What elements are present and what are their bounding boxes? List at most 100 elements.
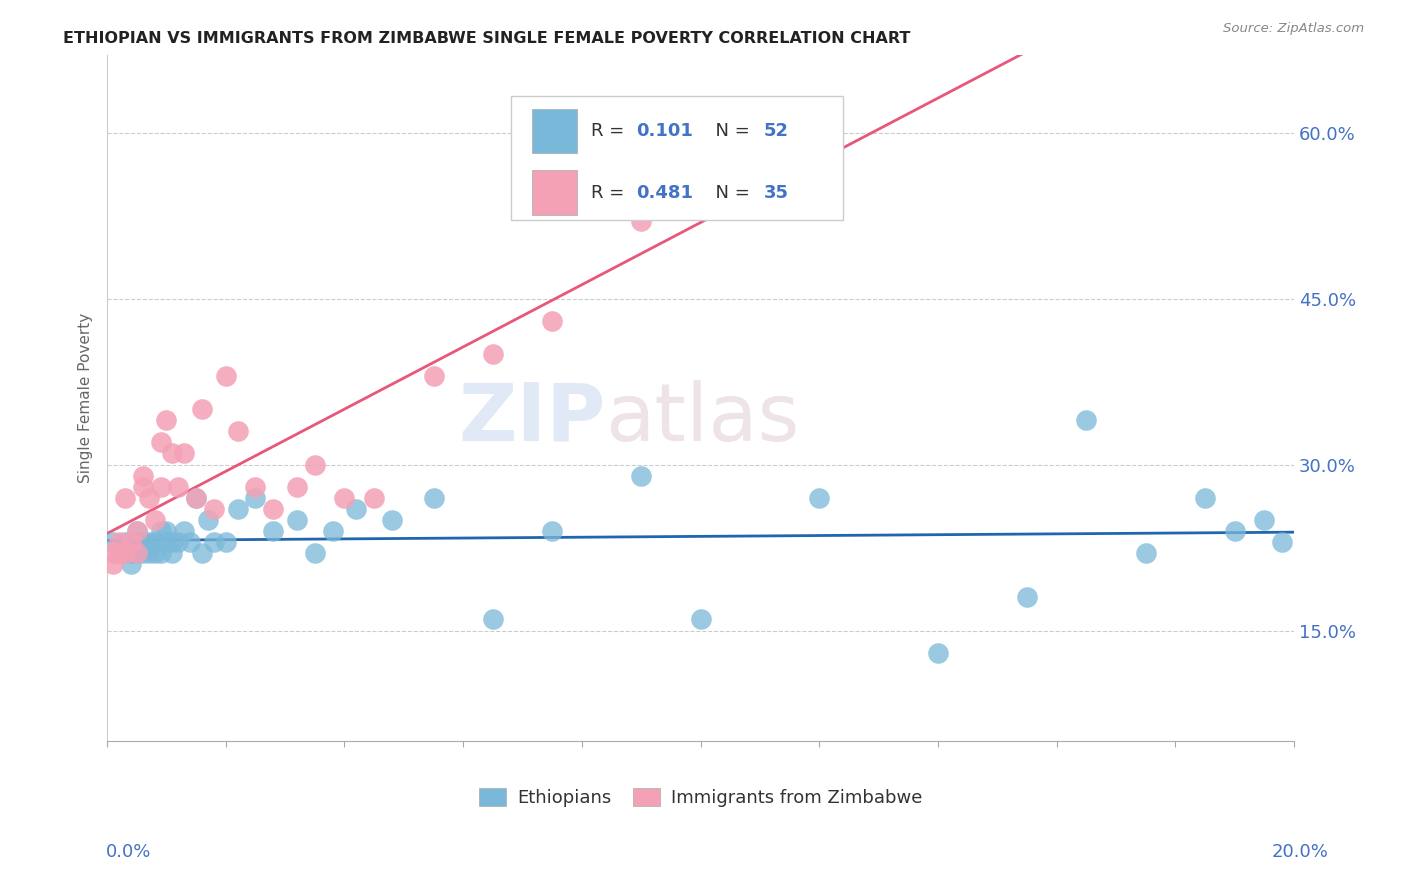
- Point: [630, 214, 652, 228]
- Point: [422, 491, 444, 505]
- Point: [120, 535, 142, 549]
- Point: [155, 524, 177, 538]
- Text: 0.101: 0.101: [637, 122, 693, 140]
- Point: [138, 535, 160, 549]
- Point: [304, 458, 326, 472]
- Point: [215, 369, 238, 384]
- Point: [125, 535, 148, 549]
- Point: [1194, 491, 1216, 505]
- Point: [138, 491, 160, 505]
- FancyBboxPatch shape: [531, 109, 576, 153]
- Point: [1076, 413, 1098, 427]
- Legend: Ethiopians, Immigrants from Zimbabwe: Ethiopians, Immigrants from Zimbabwe: [472, 780, 929, 814]
- Point: [125, 524, 148, 538]
- Point: [1271, 535, 1294, 549]
- Point: [155, 413, 177, 427]
- Point: [363, 491, 385, 505]
- Point: [630, 468, 652, 483]
- Text: atlas: atlas: [606, 380, 800, 458]
- Point: [149, 524, 172, 538]
- Point: [114, 546, 136, 560]
- Text: 0.0%: 0.0%: [105, 843, 150, 861]
- Point: [132, 546, 155, 560]
- Text: 20.0%: 20.0%: [1272, 843, 1329, 861]
- Text: R =: R =: [592, 122, 630, 140]
- Point: [143, 513, 166, 527]
- Point: [245, 491, 267, 505]
- Point: [422, 369, 444, 384]
- Point: [155, 535, 177, 549]
- Point: [143, 546, 166, 560]
- Point: [173, 524, 195, 538]
- Point: [197, 513, 219, 527]
- Point: [541, 524, 564, 538]
- Point: [541, 314, 564, 328]
- Point: [262, 501, 284, 516]
- Point: [149, 546, 172, 560]
- Point: [285, 513, 308, 527]
- Point: [748, 103, 770, 118]
- Point: [132, 480, 155, 494]
- Point: [226, 501, 249, 516]
- Text: ETHIOPIAN VS IMMIGRANTS FROM ZIMBABWE SINGLE FEMALE POVERTY CORRELATION CHART: ETHIOPIAN VS IMMIGRANTS FROM ZIMBABWE SI…: [63, 31, 911, 46]
- Point: [1015, 591, 1038, 605]
- Point: [245, 480, 267, 494]
- Point: [114, 546, 136, 560]
- FancyBboxPatch shape: [531, 170, 576, 215]
- Point: [108, 535, 131, 549]
- Point: [108, 546, 131, 560]
- Text: R =: R =: [592, 184, 630, 202]
- Point: [322, 524, 344, 538]
- Text: N =: N =: [704, 122, 755, 140]
- Point: [162, 546, 184, 560]
- Point: [143, 535, 166, 549]
- Point: [125, 546, 148, 560]
- Point: [132, 468, 155, 483]
- Point: [101, 557, 124, 571]
- Point: [179, 535, 201, 549]
- Text: 52: 52: [763, 122, 789, 140]
- Point: [808, 491, 831, 505]
- Point: [215, 535, 238, 549]
- Point: [125, 524, 148, 538]
- Point: [186, 491, 208, 505]
- Point: [202, 501, 225, 516]
- Point: [108, 546, 131, 560]
- Point: [173, 446, 195, 460]
- Point: [1223, 524, 1246, 538]
- Point: [927, 646, 949, 660]
- Point: [162, 535, 184, 549]
- Point: [285, 480, 308, 494]
- Point: [101, 546, 124, 560]
- Point: [149, 480, 172, 494]
- Point: [202, 535, 225, 549]
- Point: [114, 491, 136, 505]
- Point: [689, 612, 711, 626]
- Text: Source: ZipAtlas.com: Source: ZipAtlas.com: [1223, 22, 1364, 36]
- Point: [381, 513, 404, 527]
- Point: [333, 491, 356, 505]
- Point: [191, 402, 214, 417]
- Point: [344, 501, 367, 516]
- Point: [186, 491, 208, 505]
- Point: [167, 480, 190, 494]
- Point: [482, 612, 505, 626]
- FancyBboxPatch shape: [510, 96, 844, 219]
- Point: [226, 425, 249, 439]
- Point: [162, 446, 184, 460]
- Point: [101, 535, 124, 549]
- Point: [125, 546, 148, 560]
- Text: N =: N =: [704, 184, 755, 202]
- Point: [120, 557, 142, 571]
- Text: ZIP: ZIP: [458, 380, 606, 458]
- Text: 35: 35: [763, 184, 789, 202]
- Point: [138, 546, 160, 560]
- Point: [114, 535, 136, 549]
- Point: [304, 546, 326, 560]
- Point: [120, 546, 142, 560]
- Point: [1253, 513, 1275, 527]
- Text: 0.481: 0.481: [637, 184, 693, 202]
- Point: [191, 546, 214, 560]
- Point: [1135, 546, 1157, 560]
- Point: [262, 524, 284, 538]
